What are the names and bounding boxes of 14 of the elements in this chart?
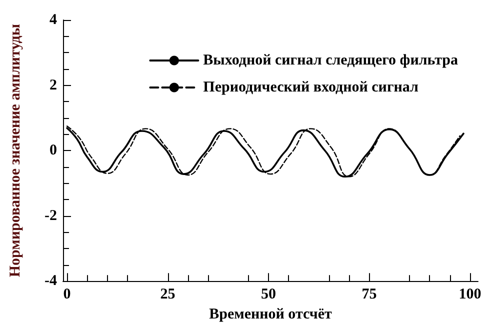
y-tick-label: 2 bbox=[50, 77, 57, 94]
legend-label: Периодический входной сигнал bbox=[203, 80, 420, 96]
x-tick-label: 100 bbox=[458, 286, 482, 303]
y-tick-label: 0 bbox=[50, 142, 57, 159]
y-axis-title: Нормированное значение амплитуды bbox=[8, 24, 24, 278]
x-tick-label: 25 bbox=[160, 286, 176, 303]
legend-label: Выходной сигнал следящего фильтра bbox=[203, 52, 458, 68]
y-tick-label: -2 bbox=[44, 208, 57, 224]
y-tick-label: -4 bbox=[44, 273, 58, 290]
x-axis-title: Временной отсчёт bbox=[209, 306, 333, 322]
x-tick-label: 0 bbox=[63, 286, 71, 303]
x-tick-label: 50 bbox=[260, 286, 276, 303]
y-tick-label: 4 bbox=[50, 12, 58, 28]
x-tick-label: 75 bbox=[362, 286, 377, 303]
